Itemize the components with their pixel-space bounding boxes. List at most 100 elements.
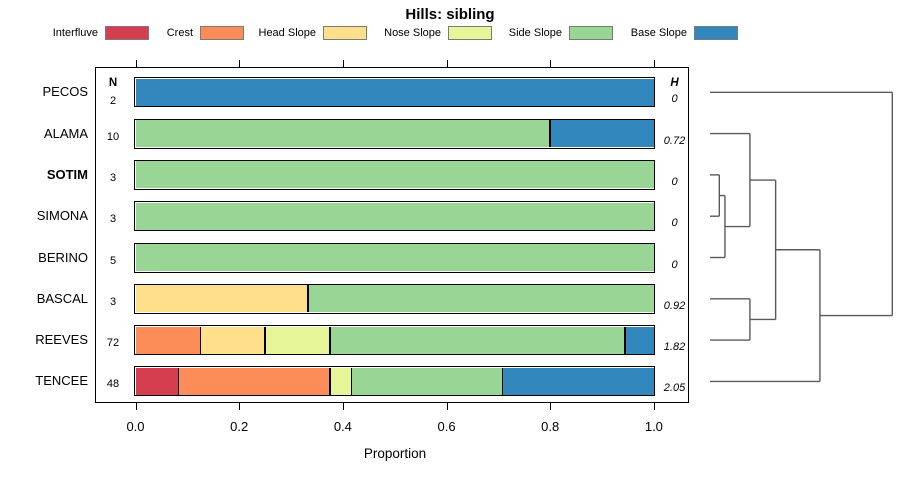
bar-outline: [134, 159, 656, 190]
x-tick-top: [446, 60, 448, 67]
h-value: 2.05: [663, 382, 686, 395]
category-label-bascal: BASCAL: [36, 290, 88, 306]
bar-segment-divider: [549, 120, 551, 148]
x-tick-label: 0.2: [230, 419, 249, 434]
category-label-sotim: SOTIM: [46, 166, 88, 182]
bar-segment-head-slope: [200, 326, 266, 354]
h-column-header: H: [670, 77, 679, 89]
x-tick-bottom: [550, 403, 552, 410]
bar-segment-base-slope: [550, 120, 654, 148]
bar-segment-head-slope: [135, 285, 309, 313]
x-tick-bottom: [446, 403, 448, 410]
chart-title: Hills: sibling: [405, 6, 495, 23]
legend-label: Nose Slope: [384, 27, 441, 39]
legend-swatch: [569, 25, 613, 40]
bar-row-simona: [134, 201, 656, 232]
n-value: 48: [106, 378, 120, 391]
x-tick-bottom: [239, 403, 241, 410]
x-tick-label: 0.0: [126, 419, 145, 434]
bar-segment-divider: [350, 367, 353, 395]
bar-segment-side-slope: [135, 161, 654, 189]
legend-swatch: [448, 25, 492, 40]
bar-outline: [134, 201, 656, 232]
x-tick-label: 0.6: [437, 419, 456, 434]
category-label-alama: ALAMA: [43, 125, 88, 141]
bar-row-berino: [134, 242, 656, 273]
bar-row-alama: [134, 118, 656, 149]
x-tick-label: 1.0: [644, 419, 663, 434]
legend-label: Interfluve: [52, 27, 98, 39]
bar-segment-divider: [264, 326, 266, 354]
x-tick-bottom: [653, 403, 655, 410]
x-tick-label: 0.4: [333, 419, 352, 434]
bar-segment-divider: [329, 326, 331, 354]
bar-segment-divider: [199, 326, 202, 354]
bar-row-sotim: [134, 159, 656, 190]
legend: Interfluve Crest Head Slope Nose Slope Side …: [0, 0, 900, 48]
bar-segment-base-slope: [502, 367, 654, 395]
bar-row-pecos: [134, 77, 656, 108]
bar-outline: [134, 366, 656, 397]
bar-row-bascal: [134, 283, 656, 314]
plot-area: [95, 67, 689, 403]
category-label-tencee: TENCEE: [35, 373, 88, 389]
h-value: 0.92: [663, 299, 686, 312]
bar-segment-side-slope: [135, 120, 551, 148]
category-label-pecos: PECOS: [42, 84, 88, 100]
n-value: 5: [109, 254, 117, 267]
x-tick-top: [653, 60, 655, 67]
bar-segment-side-slope: [135, 244, 654, 271]
n-value: 3: [109, 295, 117, 308]
bar-segment-divider: [501, 367, 504, 395]
bar-segment-side-slope: [135, 202, 654, 230]
bar-segment-interfluve: [135, 367, 179, 395]
bar-outline: [134, 118, 656, 149]
n-value: 3: [109, 213, 117, 226]
bar-segment-divider: [307, 285, 310, 313]
n-value: 3: [109, 171, 117, 184]
legend-swatch: [694, 25, 738, 40]
x-tick-top: [342, 60, 344, 67]
legend-label: Base Slope: [630, 27, 687, 39]
n-value: 72: [106, 337, 120, 350]
bar-segment-side-slope: [329, 326, 626, 354]
h-value: 0: [671, 175, 678, 188]
legend-swatch: [200, 25, 244, 40]
n-value: 10: [106, 130, 120, 143]
h-value: 0: [671, 258, 678, 271]
bar-segment-divider: [329, 367, 331, 395]
category-label-reeves: REEVES: [35, 332, 88, 348]
category-label-berino: BERINO: [38, 249, 88, 265]
h-value: 0: [671, 217, 678, 230]
bar-row-reeves: [134, 325, 656, 356]
legend-label: Side Slope: [508, 27, 562, 39]
bar-segment-base-slope: [135, 78, 654, 106]
bar-segment-side-slope: [351, 367, 503, 395]
bar-outline: [134, 77, 656, 108]
n-value: 2: [109, 95, 117, 108]
h-value: 0: [671, 93, 678, 106]
legend-swatch: [323, 25, 367, 40]
category-label-simona: SIMONA: [36, 208, 88, 224]
h-value: 0.72: [663, 134, 686, 147]
legend-swatch: [105, 25, 149, 40]
bar-outline: [134, 325, 656, 356]
bar-outline: [134, 283, 656, 314]
legend-label: Crest: [166, 27, 193, 39]
x-tick-label: 0.8: [541, 419, 560, 434]
bar-row-tencee: [134, 366, 656, 397]
legend-label: Head Slope: [258, 27, 317, 39]
x-tick-top: [239, 60, 241, 67]
x-tick-top: [550, 60, 552, 67]
bar-segment-nose-slope: [265, 326, 330, 354]
h-value: 1.82: [663, 341, 686, 354]
n-column-header: N: [108, 77, 118, 89]
bar-segment-crest: [135, 326, 201, 354]
bar-segment-base-slope: [625, 326, 654, 354]
x-tick-bottom: [135, 403, 137, 410]
x-tick-top: [135, 60, 137, 67]
x-axis-title: Proportion: [363, 446, 427, 461]
bar-segment-crest: [178, 367, 330, 395]
